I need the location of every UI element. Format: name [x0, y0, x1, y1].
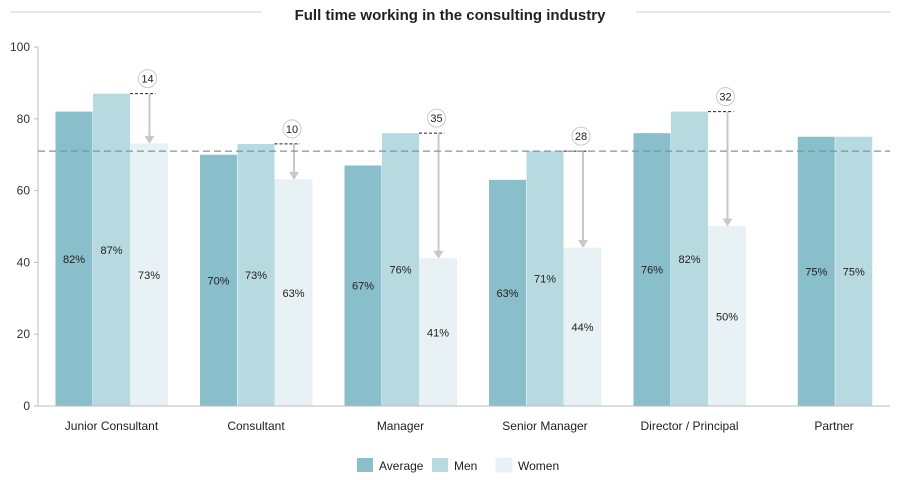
legend-swatch-women — [495, 457, 513, 473]
x-axis: Junior Consultant Consultant Manager Senior… — [38, 405, 890, 433]
data-label-women: 41% — [427, 327, 449, 339]
gap-badge — [138, 69, 157, 89]
y-tick-label: 40 — [17, 255, 31, 269]
bar-women — [274, 179, 313, 407]
x-category-label: Junior Consultant — [65, 419, 159, 433]
data-label-women: 73% — [138, 270, 160, 282]
gap-value: 10 — [286, 124, 298, 136]
x-category-label: Consultant — [227, 419, 285, 433]
legend-swatch-average — [357, 458, 373, 472]
data-label-average: 76% — [641, 265, 663, 277]
bar-men — [671, 111, 708, 407]
legend-swatch-men — [432, 458, 448, 472]
bar-average — [200, 154, 237, 406]
data-label-men: 82% — [678, 254, 700, 266]
bar-women — [708, 226, 746, 407]
bar-men — [382, 133, 419, 406]
y-tick-label: 0 — [23, 399, 30, 413]
y-tick-label: 80 — [17, 112, 31, 126]
gap-arrow-head — [578, 240, 588, 249]
bar-average — [55, 111, 93, 407]
legend-label-average: Average — [379, 459, 424, 473]
y-axis: 0 20 40 60 80 100 — [10, 40, 39, 413]
bar-men — [835, 136, 873, 406]
bar-men — [526, 151, 564, 406]
gap-arrow-head — [289, 171, 299, 180]
y-tick-label: 20 — [17, 327, 31, 341]
data-label-average: 70% — [207, 275, 229, 287]
gap-badge — [571, 126, 591, 146]
x-category-label: Partner — [814, 419, 853, 433]
chart-title: Full time working in the consulting indu… — [295, 7, 606, 24]
bar-women — [563, 247, 602, 407]
data-label-average: 82% — [63, 254, 85, 266]
data-label-men: 76% — [389, 265, 411, 277]
gap-arrow-head — [433, 250, 444, 259]
bar-men — [237, 143, 275, 406]
x-category-label: Manager — [377, 419, 424, 433]
gap-badge — [427, 108, 446, 128]
data-label-women: 44% — [571, 322, 593, 334]
data-label-men: 87% — [100, 245, 122, 257]
legend-label-men: Men — [454, 459, 477, 473]
data-label-men: 71% — [534, 274, 556, 286]
gap-badge — [716, 87, 735, 107]
gap-value: 28 — [575, 131, 587, 143]
bar-average — [797, 136, 835, 406]
y-tick-label: 60 — [17, 184, 31, 198]
gap-value: 14 — [141, 74, 153, 86]
gap-arrow-head — [144, 135, 155, 144]
data-label-average: 75% — [805, 266, 827, 278]
x-category-label: Senior Manager — [502, 419, 587, 433]
data-label-men: 73% — [245, 270, 267, 282]
bar-average — [344, 165, 382, 406]
bar-average — [633, 133, 671, 406]
bar-women — [130, 143, 168, 407]
bar-average — [489, 179, 526, 406]
data-label-average: 67% — [352, 281, 374, 293]
bars: 82% 87% 73% 70% 73% 63% 67% 76% 41% 63% 71% 44% 76% 8… — [55, 93, 873, 407]
data-label-average: 63% — [496, 288, 518, 300]
x-category-label: Director / Principal — [640, 419, 738, 433]
bar-men — [93, 93, 130, 407]
gap-annotations: 14 10 35 28 32 — [130, 69, 735, 259]
gap-value: 32 — [719, 92, 731, 104]
data-label-women: 63% — [282, 288, 304, 300]
bar-women — [419, 258, 457, 407]
data-label-women: 50% — [716, 311, 738, 323]
gap-badge — [282, 119, 302, 139]
gap-value: 35 — [430, 113, 442, 125]
y-tick-label: 100 — [10, 40, 30, 54]
legend-label-women: Women — [518, 459, 559, 473]
gap-arrow-head — [722, 218, 733, 227]
legend: Average Men Women — [357, 457, 559, 473]
data-label-men: 75% — [843, 266, 865, 278]
